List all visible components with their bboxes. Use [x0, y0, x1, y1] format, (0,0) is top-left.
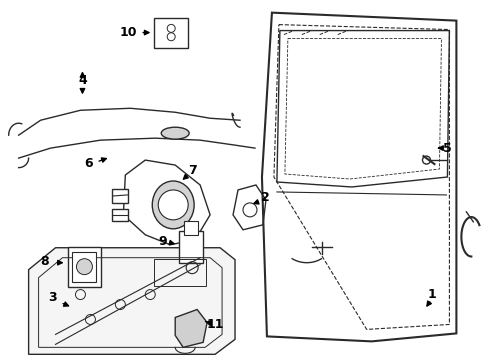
FancyBboxPatch shape — [112, 209, 128, 221]
FancyBboxPatch shape — [112, 189, 128, 203]
FancyBboxPatch shape — [184, 221, 198, 235]
Text: 2: 2 — [261, 192, 270, 204]
FancyBboxPatch shape — [73, 252, 97, 282]
Circle shape — [158, 190, 188, 220]
Text: 3: 3 — [48, 291, 57, 304]
FancyBboxPatch shape — [179, 231, 203, 263]
Polygon shape — [28, 248, 235, 354]
Text: 4: 4 — [78, 74, 87, 87]
FancyBboxPatch shape — [68, 247, 101, 287]
Text: 5: 5 — [443, 141, 452, 155]
Ellipse shape — [161, 127, 189, 139]
Text: 7: 7 — [188, 163, 196, 176]
Polygon shape — [175, 310, 207, 347]
Text: 6: 6 — [84, 157, 93, 170]
Circle shape — [76, 259, 93, 275]
Text: 1: 1 — [427, 288, 436, 301]
Text: 8: 8 — [40, 255, 49, 268]
FancyBboxPatch shape — [154, 18, 188, 48]
Text: 11: 11 — [206, 318, 224, 331]
Ellipse shape — [152, 181, 194, 229]
Text: 9: 9 — [158, 235, 167, 248]
Text: 10: 10 — [120, 26, 137, 39]
